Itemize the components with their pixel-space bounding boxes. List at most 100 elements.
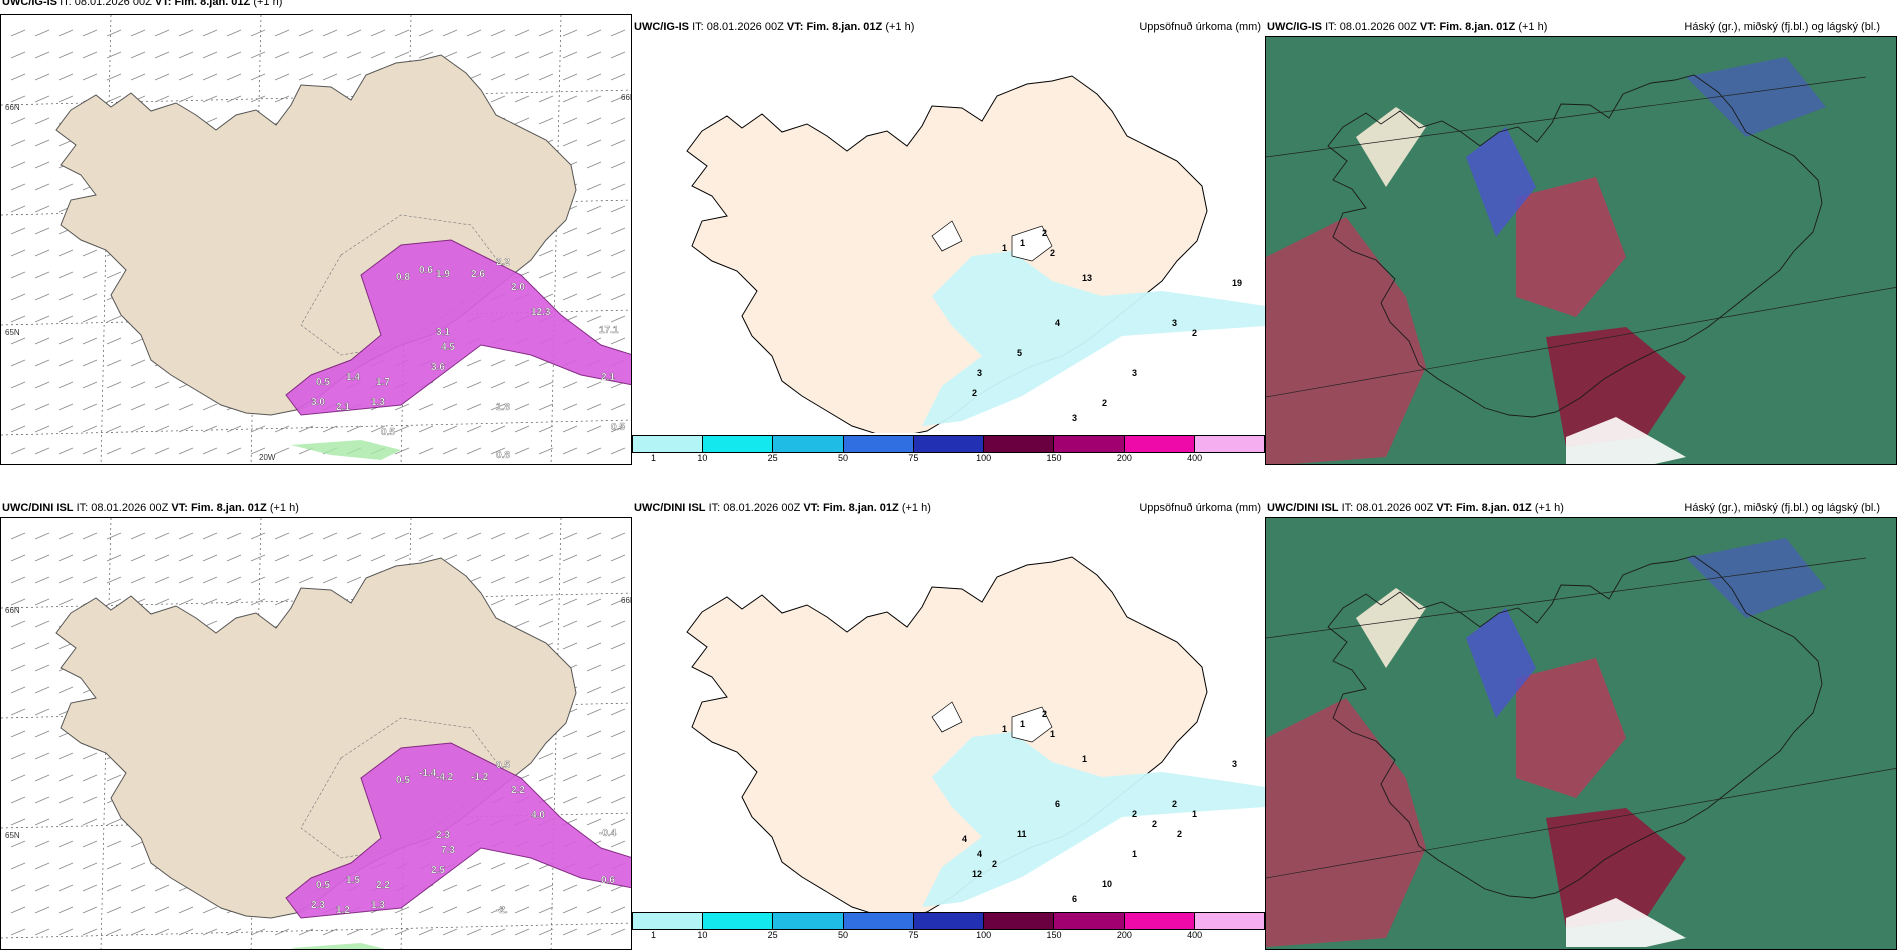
wind-barb bbox=[274, 576, 290, 584]
cloud-blue-area bbox=[1466, 608, 1536, 718]
wind-barb bbox=[10, 620, 26, 628]
wind-barb bbox=[514, 620, 530, 628]
wind-barb bbox=[34, 271, 50, 279]
wind-barb bbox=[538, 620, 554, 628]
wind-barb bbox=[610, 29, 626, 37]
wind-barb bbox=[154, 95, 170, 103]
wind-barb bbox=[10, 818, 26, 826]
wind-barb bbox=[34, 576, 50, 584]
wind-barb bbox=[106, 774, 122, 782]
wind-barb bbox=[610, 315, 626, 323]
wind-barb bbox=[370, 532, 386, 540]
wind-barb bbox=[10, 293, 26, 301]
wind-barb bbox=[202, 95, 218, 103]
wind-barb bbox=[274, 73, 290, 81]
wind-barb bbox=[562, 906, 578, 914]
wind-barb bbox=[490, 884, 506, 892]
precip-cyan-area bbox=[922, 251, 1265, 426]
row1-precip-map: 1 1 2 2 13 19 4 5 3 2 3 2 3 2 3 bbox=[632, 36, 1265, 433]
precip-value-label: 3 bbox=[1172, 318, 1177, 328]
wind-barb bbox=[10, 425, 26, 433]
wind-barb bbox=[562, 117, 578, 125]
wind-barb bbox=[610, 249, 626, 257]
wind-barb bbox=[106, 73, 122, 81]
cloud-clear-area bbox=[1566, 898, 1686, 947]
colorbar-swatch bbox=[1124, 436, 1195, 452]
wind-barb bbox=[106, 95, 122, 103]
it-value: 08.01.2026 00Z bbox=[723, 502, 801, 514]
wind-barb bbox=[58, 293, 74, 301]
wind-barb bbox=[130, 928, 146, 936]
wind-barb bbox=[586, 554, 602, 562]
wind-barb bbox=[58, 928, 74, 936]
wind-barb bbox=[586, 884, 602, 892]
wind-barb bbox=[586, 161, 602, 169]
it-value: 08.01.2026 00Z bbox=[74, 0, 152, 8]
wind-barb bbox=[586, 576, 602, 584]
wind-barb bbox=[82, 818, 98, 826]
wind-barb bbox=[178, 29, 194, 37]
cloud-map-group bbox=[1266, 518, 1896, 949]
wind-barb bbox=[538, 425, 554, 433]
colorbar-swatches bbox=[632, 912, 1265, 930]
wind-barb bbox=[58, 576, 74, 584]
wind-value-label: 2.5 bbox=[431, 865, 445, 876]
wind-barb bbox=[10, 928, 26, 936]
wind-barb bbox=[442, 425, 458, 433]
wind-barb bbox=[490, 425, 506, 433]
wind-barb bbox=[322, 425, 338, 433]
wind-barb bbox=[106, 928, 122, 936]
row1-wind-panel: UWC/IG-IS IT: 08.01.2026 00Z VT: Fim. 8.… bbox=[0, 0, 632, 465]
wind-barb bbox=[586, 205, 602, 213]
vt-prefix: VT: bbox=[171, 502, 188, 514]
precip-value-label: 1 bbox=[1020, 719, 1025, 729]
colorbar-swatch bbox=[1194, 436, 1264, 452]
wind-barb bbox=[58, 403, 74, 411]
wind-barb bbox=[34, 708, 50, 716]
wind-value-label: 3.1 bbox=[436, 327, 450, 338]
wind-barb bbox=[538, 884, 554, 892]
wind-barb bbox=[250, 95, 266, 103]
iceland-outline bbox=[1327, 555, 1823, 899]
precip-value-label: 1 bbox=[1002, 243, 1007, 253]
wind-barb bbox=[58, 183, 74, 191]
wind-barb bbox=[418, 447, 434, 455]
wind-value-label: 1.3 bbox=[371, 397, 385, 408]
wind-barb bbox=[442, 906, 458, 914]
cloud-red-area bbox=[1516, 658, 1626, 798]
wind-barb bbox=[82, 906, 98, 914]
wind-barb bbox=[514, 862, 530, 870]
wind-barb bbox=[514, 425, 530, 433]
wind-barb bbox=[442, 928, 458, 936]
row1-cloud-panel: UWC/IG-IS IT: 08.01.2026 00Z VT: Fim. 8.… bbox=[1265, 0, 1900, 465]
wind-barb bbox=[442, 884, 458, 892]
vt-prefix: VT: bbox=[154, 0, 172, 8]
wind-barb bbox=[586, 117, 602, 125]
wind-barb bbox=[226, 447, 242, 455]
vt-value: Fim. 8.jan. 01Z bbox=[1455, 502, 1532, 514]
wind-barb bbox=[250, 51, 266, 59]
lead-time: (+1 h) bbox=[885, 21, 915, 33]
wind-barb bbox=[418, 403, 434, 411]
wind-barb bbox=[394, 447, 410, 455]
wind-barb bbox=[610, 708, 626, 716]
wind-barb bbox=[610, 183, 626, 191]
wind-value-label: -1.4 bbox=[419, 768, 437, 779]
wind-barb bbox=[514, 403, 530, 411]
wind-barb bbox=[82, 576, 98, 584]
wind-barb bbox=[10, 337, 26, 345]
latitude-gridline bbox=[1, 922, 631, 939]
wind-value-label: 12.3 bbox=[531, 307, 551, 318]
wind-barb bbox=[34, 532, 50, 540]
wind-barb bbox=[82, 73, 98, 81]
colorbar-swatch bbox=[773, 913, 844, 929]
wind-barb bbox=[586, 249, 602, 257]
colorbar-tick: 150 bbox=[1046, 453, 1062, 463]
colorbar-swatch bbox=[1194, 913, 1264, 929]
longitude-gridline bbox=[550, 15, 562, 464]
wind-value-label: 4.0 bbox=[531, 810, 545, 821]
wind-barb bbox=[562, 598, 578, 606]
axis-label: 65N bbox=[5, 328, 20, 337]
wind-barb bbox=[250, 29, 266, 37]
wind-barb bbox=[82, 271, 98, 279]
